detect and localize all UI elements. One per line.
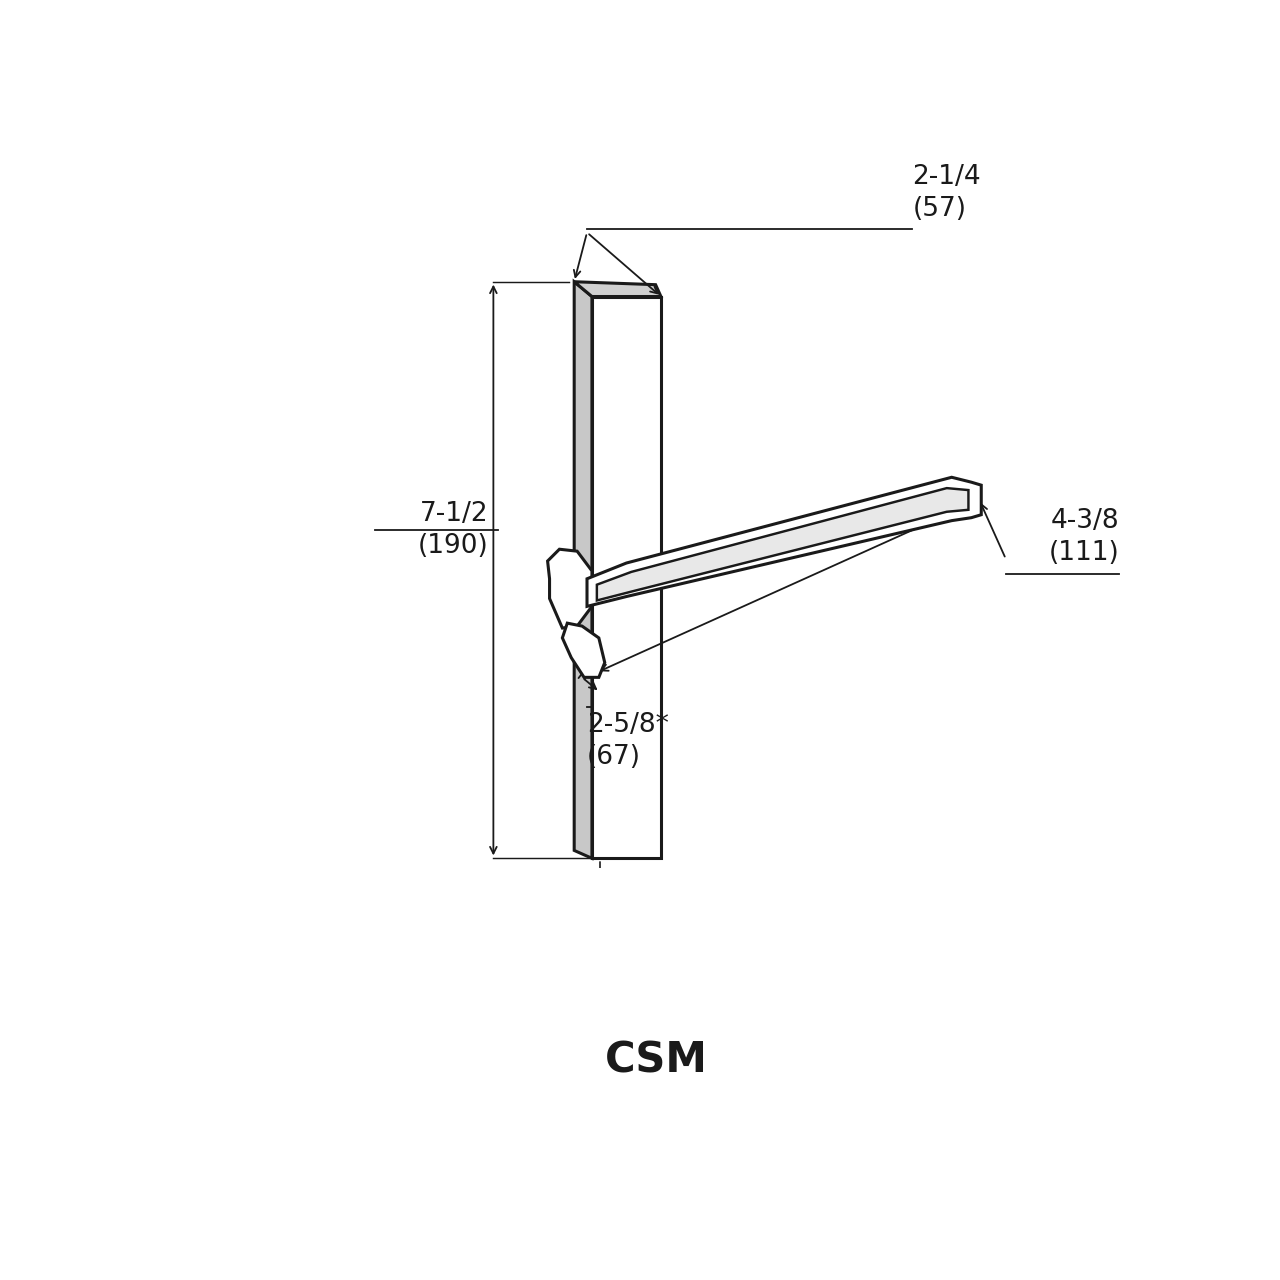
Polygon shape — [596, 488, 969, 600]
Text: 7-1/2
(190): 7-1/2 (190) — [417, 500, 489, 559]
Text: 4-3/8
(111): 4-3/8 (111) — [1048, 508, 1119, 566]
Polygon shape — [575, 282, 591, 859]
Polygon shape — [562, 623, 604, 677]
Polygon shape — [548, 549, 591, 628]
Polygon shape — [588, 477, 982, 607]
Polygon shape — [591, 297, 660, 859]
Polygon shape — [575, 282, 660, 297]
Text: 2-5/8*
(67): 2-5/8* (67) — [588, 712, 669, 769]
Text: 2-1/4
(57): 2-1/4 (57) — [913, 164, 980, 221]
Text: CSM: CSM — [604, 1039, 708, 1082]
